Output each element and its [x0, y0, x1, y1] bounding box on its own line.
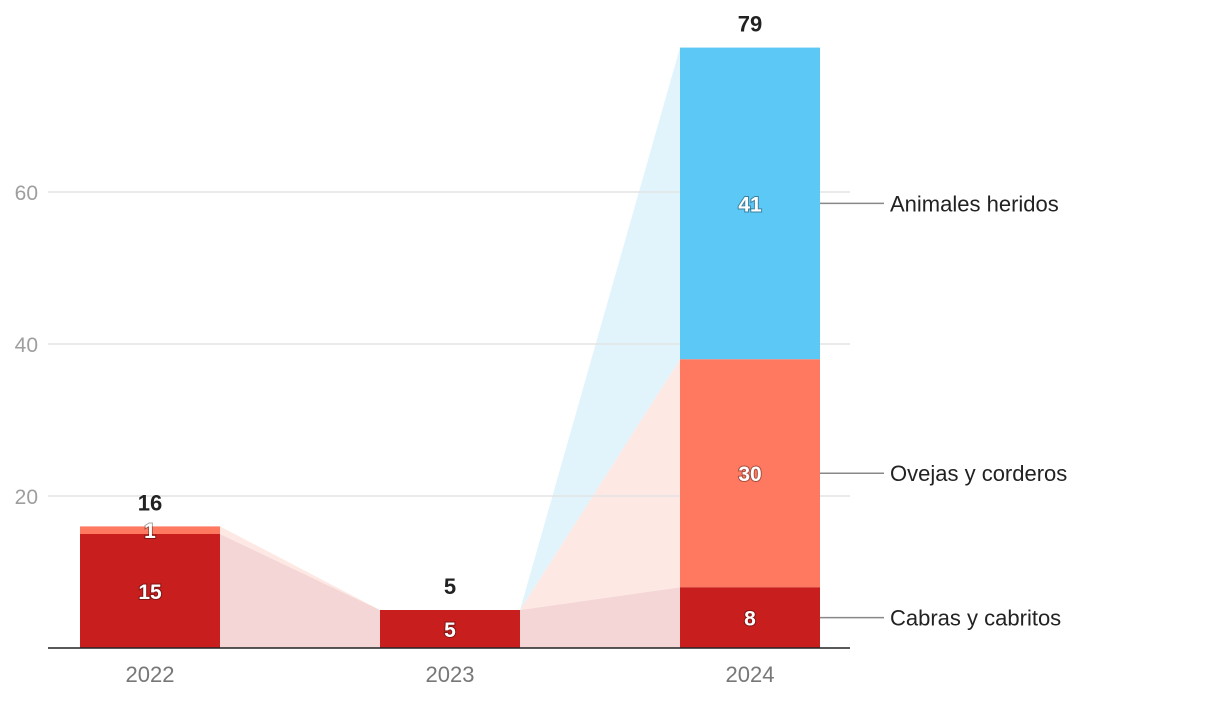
segment-value-label: 15 — [138, 581, 162, 604]
bar-segment-ovejas-y-corderos-2024 — [680, 359, 820, 588]
bar-segment-cabras-y-cabritos-2022 — [80, 534, 220, 648]
segment-value-label: 41 — [738, 193, 762, 216]
legend: Cabras y cabritos Ovejas y corderos Animal… — [820, 191, 1067, 631]
segment-value-label: 8 — [744, 608, 756, 631]
total-label: 5 — [444, 574, 456, 599]
axes: 20 40 60 2022 2023 2024 — [15, 182, 850, 687]
total-label: 16 — [138, 490, 162, 515]
x-tick-label: 2023 — [426, 662, 475, 687]
band-cabras-y-cabritos-2022-2023 — [220, 534, 380, 648]
segment-value-label: 30 — [738, 463, 761, 486]
labels: 15 5 8 1 30 41 16 5 79 — [137, 12, 763, 643]
legend-label-animales-heridos: Animales heridos — [890, 191, 1059, 216]
segment-value-label: 5 — [444, 619, 456, 642]
x-tick-label: 2022 — [126, 662, 175, 687]
band-cabras-y-cabritos-2023-2024 — [520, 587, 680, 648]
bar-segment-ovejas-y-corderos-2022 — [80, 526, 220, 534]
total-label: 79 — [738, 12, 762, 37]
connector-bands — [220, 47, 680, 648]
y-tick-label: 60 — [15, 182, 38, 205]
y-tick-label: 20 — [15, 486, 38, 509]
bar-segment-animales-heridos-2024 — [680, 47, 820, 360]
y-tick-label: 40 — [15, 334, 38, 357]
bar-segment-cabras-y-cabritos-2023 — [380, 610, 520, 648]
legend-label-ovejas-y-corderos: Ovejas y corderos — [890, 461, 1067, 486]
band-ovejas-y-corderos-2022-2023 — [220, 526, 380, 610]
segment-value-label: 1 — [144, 520, 156, 543]
bar-segment-cabras-y-cabritos-2024 — [680, 587, 820, 648]
band-animales-heridos-2023-2024 — [520, 47, 680, 611]
x-tick-label: 2024 — [726, 662, 775, 687]
legend-label-cabras-y-cabritos: Cabras y cabritos — [890, 606, 1061, 631]
bars — [80, 47, 820, 648]
